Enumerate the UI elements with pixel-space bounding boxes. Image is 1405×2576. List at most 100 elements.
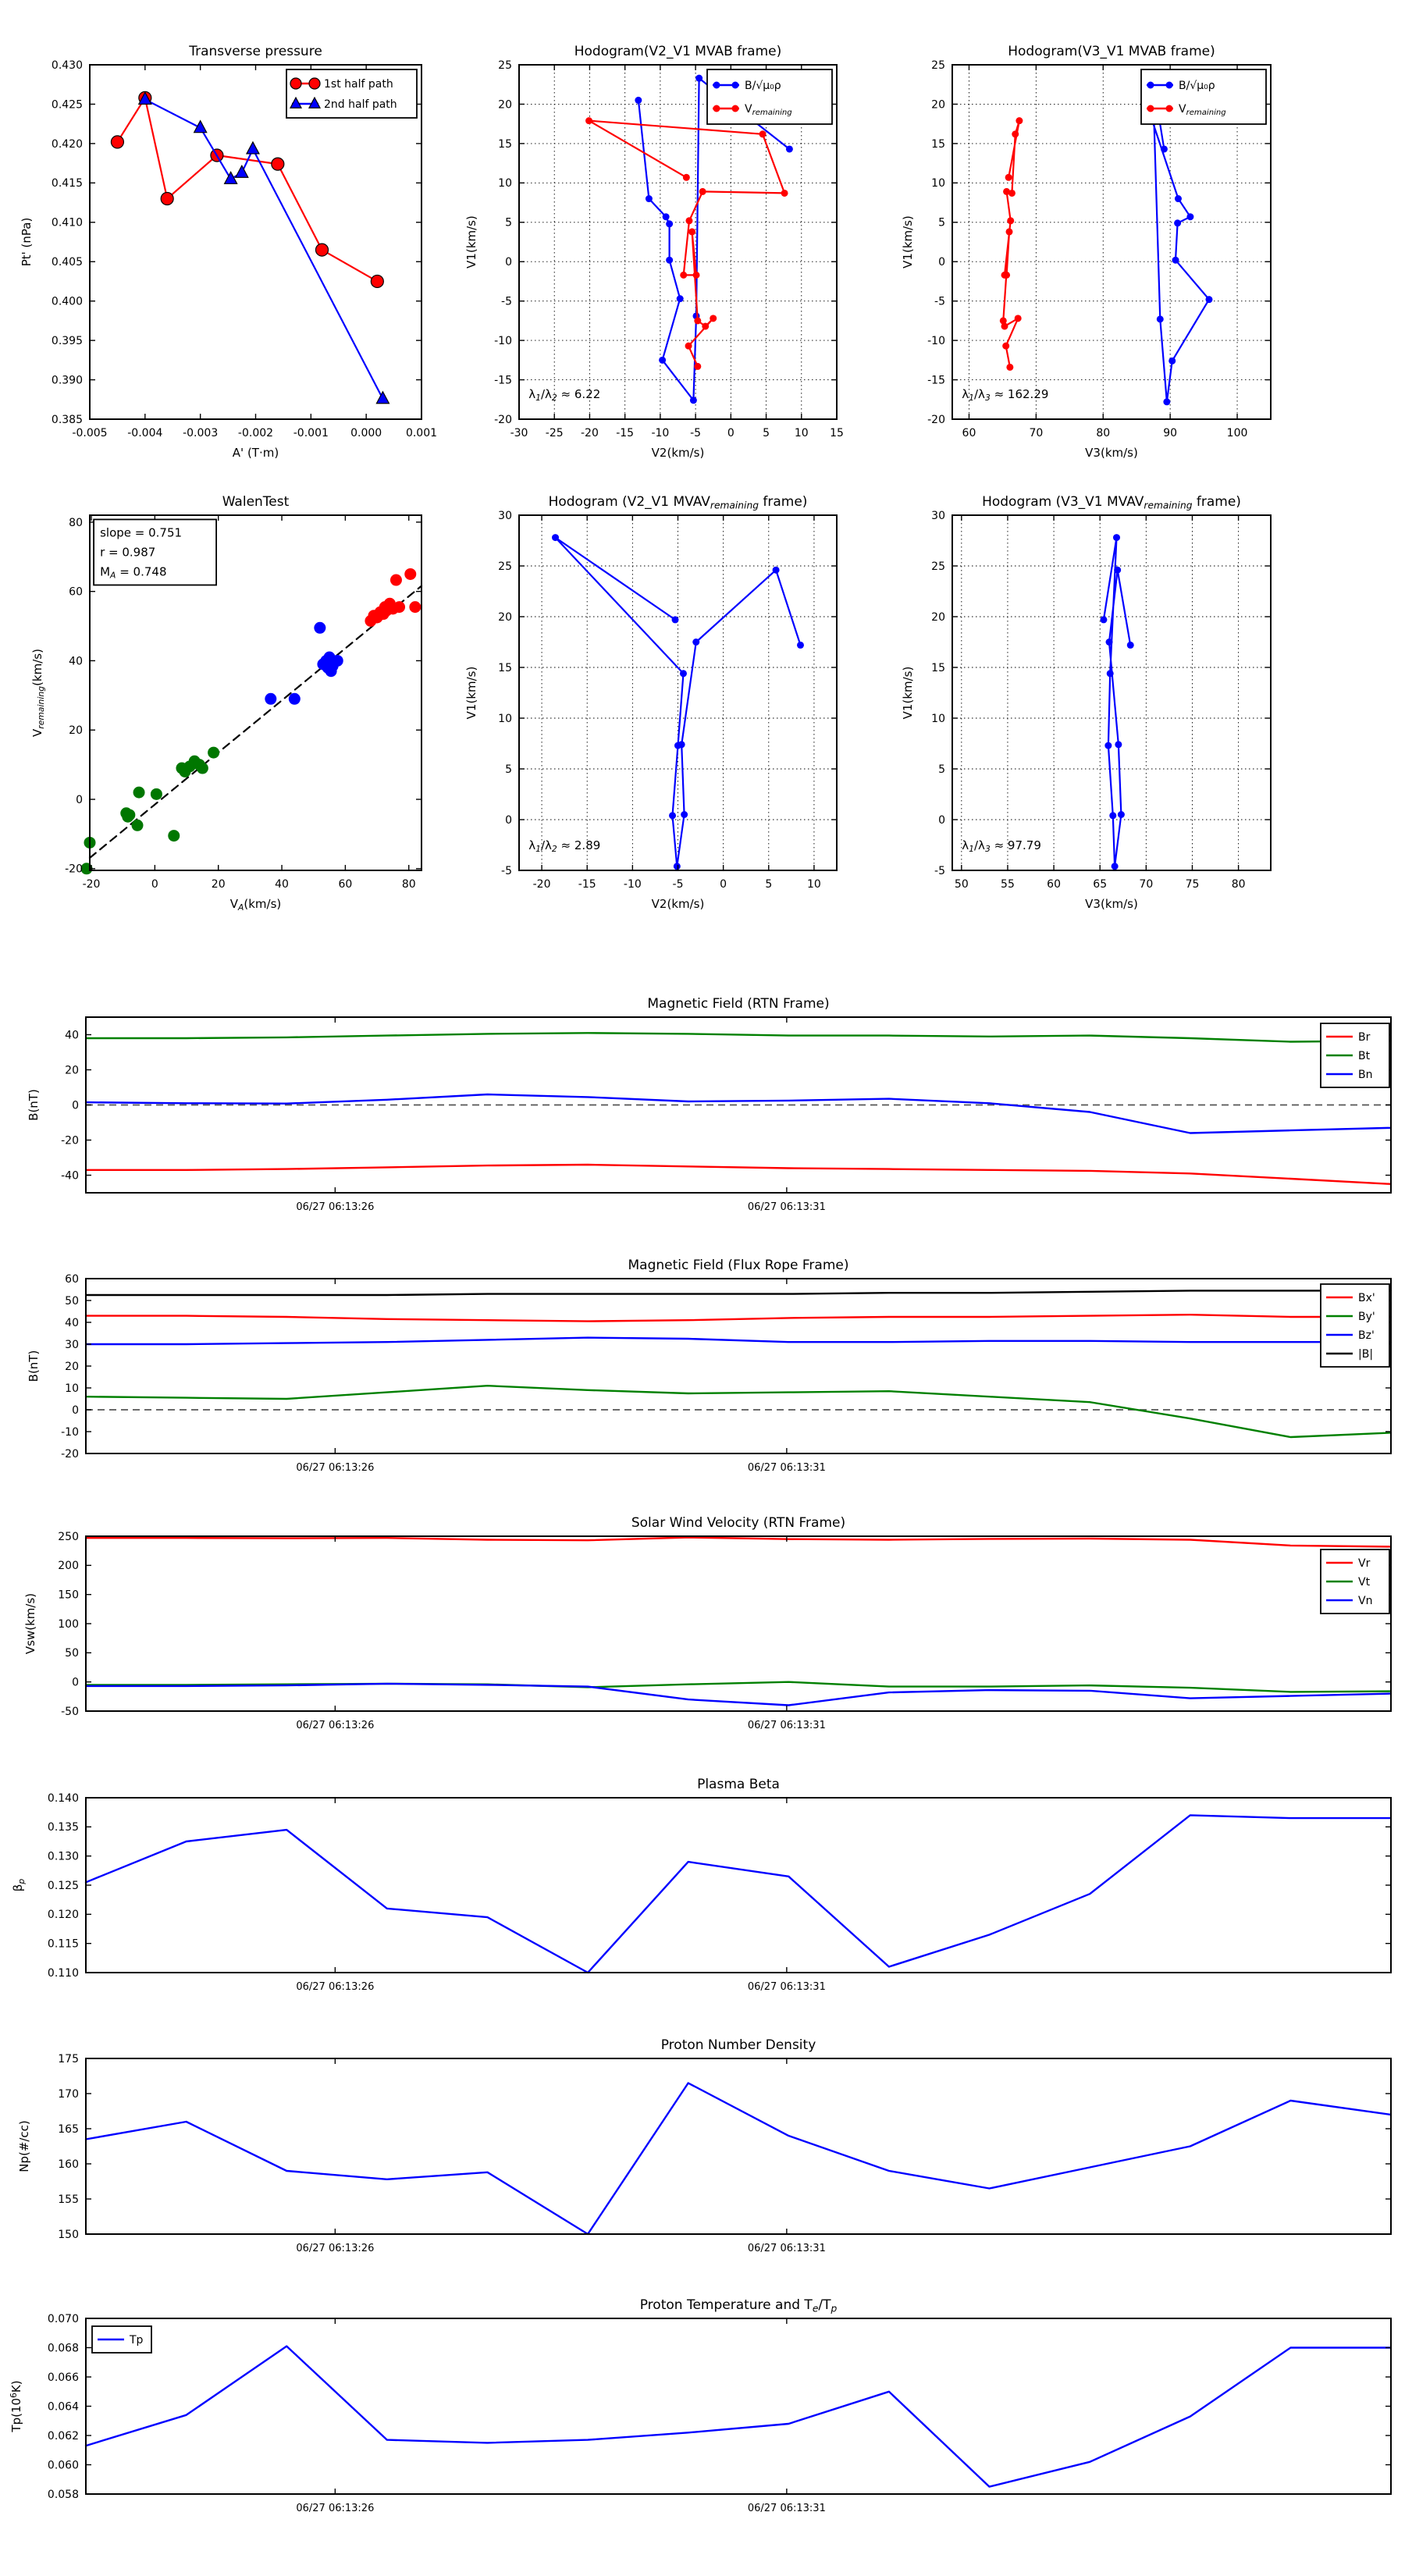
x-tick-label: 60 <box>338 878 352 891</box>
y-tick-label: 150 <box>58 2229 79 2241</box>
series-bn <box>84 1093 1393 1134</box>
y-tick-label: 40 <box>69 655 83 667</box>
series-last-segment-points <box>365 568 422 627</box>
panel-transverse-pressure: 0.385 0.390 0.395 0.400 0.405 0.410 0.415 0.420… <box>20 44 437 460</box>
y-tick-label: 20 <box>498 611 512 624</box>
y-tick-label: 0 <box>72 1099 79 1112</box>
y-axis-label: V1(km/s) <box>901 667 915 720</box>
y-axis-label: Np(#/cc) <box>17 2120 31 2172</box>
y-tick-label: 0.125 <box>48 1880 79 1892</box>
y-tick-label: 20 <box>65 1064 79 1076</box>
series-br <box>84 1163 1393 1186</box>
x-axis-label: V3(km/s) <box>1085 897 1138 911</box>
y-tick-label: 0.062 <box>48 2430 79 2443</box>
svg-text:slope = 0.751: slope = 0.751 <box>100 525 182 539</box>
x-tick-label: 06/27 06:13:31 <box>748 1720 826 1731</box>
series-v-remaining-hodogram <box>1100 534 1134 870</box>
x-tick-label: 90 <box>1163 427 1177 439</box>
y-tick-label: 0.130 <box>48 1851 79 1863</box>
x-axis-label: V3(km/s) <box>1085 446 1138 460</box>
y-tick-label: -20 <box>65 863 83 876</box>
x-tick-label: 06/27 06:13:26 <box>296 1720 374 1731</box>
y-tick-label: 5 <box>938 217 945 229</box>
y-tick-label: 0.405 <box>52 256 83 269</box>
y-tick-label: 30 <box>498 510 512 522</box>
panel-mag-rtn: -40 -20 0 20 40 06/27 06:13:26 06/27 06:13:31 M… <box>27 996 1393 1213</box>
panel-proton-density: 150 155 160 165 170 175 06/27 06:13:26 06/27 06… <box>17 2037 1393 2254</box>
y-tick-label: -20 <box>61 1448 79 1461</box>
y-tick-label: 165 <box>58 2123 79 2136</box>
x-tick-label: 70 <box>1029 427 1043 439</box>
panel-title: Proton Temperature and Te/Tp <box>640 2297 838 2314</box>
legend: B/√μ₀ρ Vremaining <box>706 69 833 125</box>
y-tick-label: 25 <box>498 59 512 72</box>
y-tick-label: 10 <box>931 713 945 725</box>
y-tick-label: -5 <box>934 865 945 877</box>
legend: Br Bt Bn <box>1320 1023 1390 1088</box>
y-tick-label: 25 <box>931 59 945 72</box>
x-tick-label: -0.004 <box>127 427 162 439</box>
x-tick-label: -20 <box>533 878 551 891</box>
x-tick-label: 06/27 06:13:26 <box>296 2503 374 2514</box>
y-tick-label: 0.068 <box>48 2342 79 2354</box>
x-tick-label: -5 <box>690 427 701 439</box>
x-tick-label: 06/27 06:13:31 <box>748 1201 826 1213</box>
panel-proton-temperature: 0.058 0.060 0.062 0.064 0.066 0.068 0.070 06/27… <box>9 2297 1393 2514</box>
svg-text:λ1/λ3 ≈ 162.29: λ1/λ3 ≈ 162.29 <box>962 387 1048 403</box>
y-tick-label: 80 <box>69 517 83 529</box>
panel-walen-test: -20 0 20 40 60 80 -20 0 20 40 60 80 WalenTest VA(km/s… <box>30 494 423 913</box>
y-tick-label: -5 <box>501 296 512 308</box>
y-tick-label: 0.064 <box>48 2400 79 2413</box>
y-tick-label: 20 <box>69 724 83 737</box>
series-bt <box>84 1032 1393 1043</box>
y-tick-label: -20 <box>61 1134 79 1147</box>
panel-title: Magnetic Field (RTN Frame) <box>647 996 829 1012</box>
y-tick-label: 20 <box>931 98 945 111</box>
y-axis-label: V1(km/s) <box>464 215 478 269</box>
x-axis-label: VA(km/s) <box>230 897 282 913</box>
y-tick-label: 0.066 <box>48 2371 79 2384</box>
y-tick-label: 0.120 <box>48 1909 79 1921</box>
y-tick-label: 25 <box>931 560 945 573</box>
panel-title: Solar Wind Velocity (RTN Frame) <box>631 1515 845 1531</box>
annotation: slope = 0.751 r = 0.987 MA = 0.748 <box>93 518 217 586</box>
x-tick-label: 5 <box>765 878 772 891</box>
y-tick-label: 5 <box>505 763 512 776</box>
y-tick-label: -50 <box>61 1706 79 1718</box>
x-tick-label: 0.000 <box>350 427 382 439</box>
y-tick-label: 25 <box>498 560 512 573</box>
legend-label: Tp <box>129 2334 144 2347</box>
x-tick-label: 55 <box>1001 878 1015 891</box>
y-tick-label: 0 <box>505 256 512 269</box>
series-v-remaining <box>999 117 1023 371</box>
legend: Tp <box>91 2325 152 2354</box>
y-tick-label: 10 <box>65 1382 79 1395</box>
series-v-remaining-hodogram <box>552 534 804 870</box>
y-tick-label: 0.135 <box>48 1821 79 1834</box>
y-tick-label: 0 <box>938 814 945 827</box>
legend-label: |B| <box>1358 1348 1373 1361</box>
x-tick-label: 0 <box>720 878 727 891</box>
x-tick-label: 65 <box>1093 878 1107 891</box>
x-tick-label: 06/27 06:13:26 <box>296 1201 374 1213</box>
panel-title: Hodogram(V3_V1 MVAB frame) <box>1008 44 1215 59</box>
x-axis-label: V2(km/s) <box>652 446 705 460</box>
legend-label: Bt <box>1358 1050 1371 1062</box>
series-b-over-sqrt-mu0-rho <box>635 74 793 404</box>
y-tick-label: 0 <box>72 1404 79 1417</box>
annotation: λ1/λ2 ≈ 6.22 <box>528 387 600 403</box>
panel-title: Hodogram (V2_V1 MVAVremaining frame) <box>549 494 808 511</box>
legend: 1st half path 2nd half path <box>286 69 418 119</box>
y-tick-label: 40 <box>65 1029 79 1041</box>
panel-hodogram-v3v1-mvav: -5 0 5 10 15 20 25 30 50 55 60 65 70 75 80 Hodogram (V3… <box>901 494 1272 911</box>
y-tick-label: 0 <box>72 1677 79 1689</box>
legend: B/√μ₀ρ Vremaining <box>1140 69 1267 125</box>
y-axis-label: B(nT) <box>27 1350 41 1382</box>
x-tick-label: 15 <box>830 427 844 439</box>
series-tp <box>84 2345 1393 2488</box>
y-tick-label: 0.070 <box>48 2313 79 2325</box>
svg-text:λ1/λ2 ≈ 6.22: λ1/λ2 ≈ 6.22 <box>528 387 600 403</box>
x-tick-label: 06/27 06:13:31 <box>748 2503 826 2514</box>
legend-label: Br <box>1358 1031 1371 1044</box>
legend-label: B/√μ₀ρ <box>1179 80 1215 92</box>
